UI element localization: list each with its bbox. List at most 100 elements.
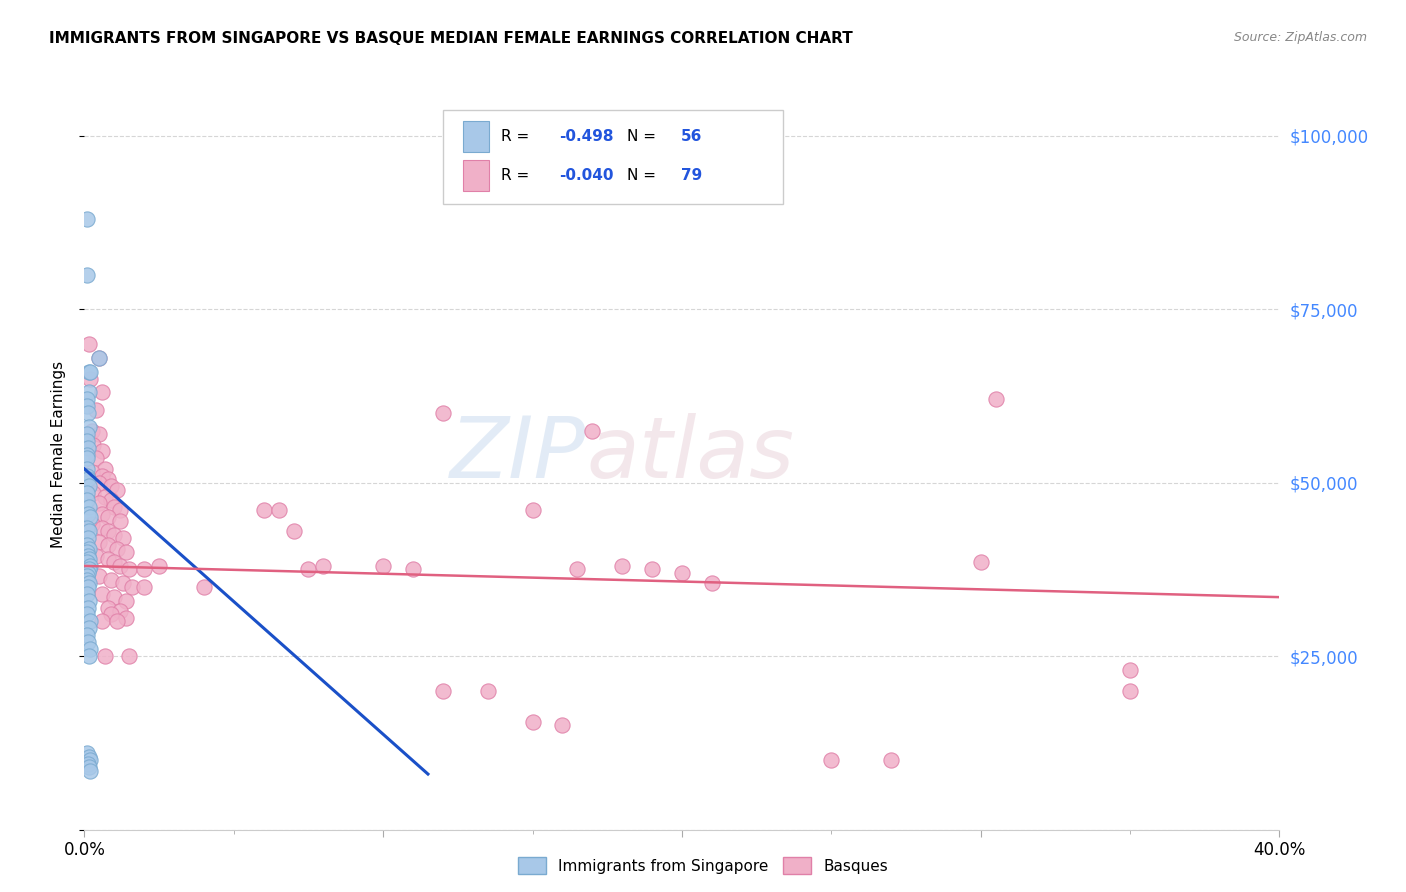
- Text: 79: 79: [681, 168, 702, 183]
- Point: [77, 593, 100, 607]
- Point: [76, 434, 98, 448]
- Point: [80, 465, 103, 479]
- Point: [77, 600, 100, 615]
- Point: [91, 444, 114, 458]
- Point: [76, 392, 98, 407]
- Point: [76, 746, 98, 760]
- Point: [91, 468, 114, 483]
- Text: ZIP: ZIP: [450, 413, 586, 497]
- Point: [312, 558, 335, 573]
- FancyBboxPatch shape: [463, 160, 489, 191]
- Point: [77, 420, 100, 434]
- Point: [89, 569, 111, 583]
- Point: [522, 503, 544, 517]
- Point: [115, 545, 138, 559]
- Point: [118, 562, 141, 576]
- Point: [100, 493, 122, 508]
- Point: [76, 569, 98, 583]
- Point: [80, 517, 103, 532]
- Point: [76, 587, 98, 601]
- Text: R =: R =: [502, 129, 534, 144]
- Point: [80, 424, 103, 438]
- Point: [77, 549, 100, 563]
- Point: [402, 562, 425, 576]
- Point: [91, 587, 114, 601]
- Point: [77, 566, 100, 580]
- Point: [97, 538, 120, 552]
- Point: [77, 365, 100, 379]
- Point: [89, 534, 111, 549]
- Point: [91, 615, 114, 629]
- Point: [551, 718, 574, 732]
- Point: [77, 337, 100, 351]
- Point: [297, 562, 319, 576]
- Point: [76, 521, 98, 535]
- Text: N =: N =: [627, 129, 661, 144]
- Point: [79, 615, 101, 629]
- Point: [97, 552, 120, 566]
- Y-axis label: Median Female Earnings: Median Female Earnings: [51, 361, 66, 549]
- Point: [671, 566, 693, 580]
- Point: [76, 486, 98, 500]
- Point: [79, 365, 101, 379]
- Point: [581, 424, 603, 438]
- Point: [77, 580, 100, 594]
- Text: N =: N =: [627, 168, 661, 183]
- Point: [77, 385, 100, 400]
- Point: [105, 541, 128, 556]
- Point: [77, 479, 100, 493]
- Point: [612, 558, 634, 573]
- Point: [76, 468, 98, 483]
- Point: [267, 503, 290, 517]
- Point: [91, 507, 114, 521]
- Point: [77, 507, 100, 521]
- Point: [100, 479, 122, 493]
- Point: [121, 580, 143, 594]
- Point: [77, 649, 100, 664]
- Point: [79, 371, 101, 385]
- Point: [77, 552, 100, 566]
- Point: [97, 472, 120, 486]
- Point: [76, 268, 98, 282]
- Point: [76, 427, 98, 442]
- Point: [77, 541, 100, 556]
- Point: [89, 351, 111, 365]
- Point: [91, 521, 114, 535]
- Point: [76, 573, 98, 587]
- Point: [103, 590, 125, 604]
- Point: [82, 486, 104, 500]
- FancyBboxPatch shape: [443, 111, 783, 204]
- Point: [700, 576, 723, 591]
- Point: [103, 500, 125, 514]
- Point: [103, 527, 125, 541]
- Point: [76, 451, 98, 466]
- Point: [79, 753, 101, 767]
- Point: [118, 649, 141, 664]
- Point: [105, 615, 128, 629]
- Point: [77, 406, 100, 420]
- Point: [89, 496, 111, 510]
- Point: [77, 760, 100, 774]
- Point: [77, 749, 100, 764]
- Point: [110, 604, 132, 618]
- Text: Source: ZipAtlas.com: Source: ZipAtlas.com: [1233, 31, 1367, 45]
- Point: [97, 510, 120, 524]
- Point: [94, 462, 117, 476]
- Text: 56: 56: [681, 129, 702, 144]
- Point: [567, 562, 589, 576]
- Point: [76, 448, 98, 462]
- Point: [110, 558, 132, 573]
- Text: -0.040: -0.040: [558, 168, 613, 183]
- Point: [89, 475, 111, 490]
- Point: [79, 510, 101, 524]
- Text: R =: R =: [502, 168, 534, 183]
- Point: [984, 392, 1007, 407]
- Point: [76, 538, 98, 552]
- Point: [94, 649, 117, 664]
- Point: [77, 576, 100, 591]
- Point: [112, 576, 135, 591]
- Point: [110, 503, 132, 517]
- Point: [820, 753, 842, 767]
- Point: [77, 756, 100, 771]
- Point: [77, 472, 100, 486]
